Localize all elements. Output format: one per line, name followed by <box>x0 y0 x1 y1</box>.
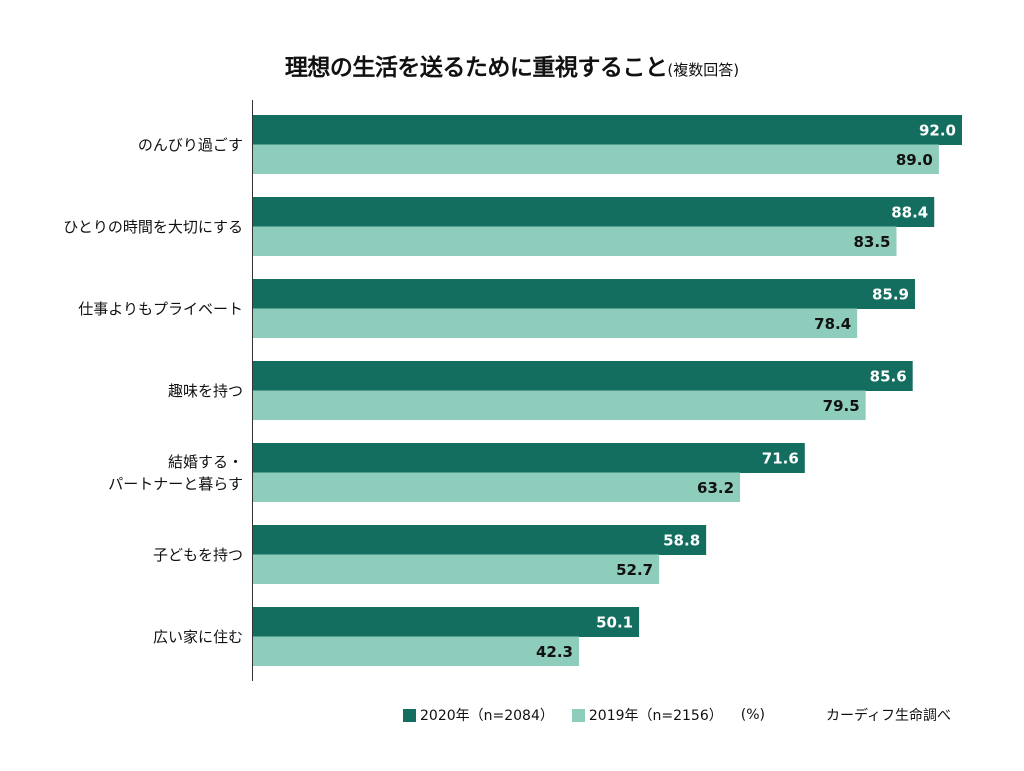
bar-2020-2 <box>253 279 915 309</box>
bar-2020-5 <box>253 525 707 555</box>
category-label-3: 趣味を持つ <box>168 382 243 400</box>
bar-chart: 92.0 89.0 のんびり過ごす 88.483.5 ひとりの時間を大切にする 85.9 7… <box>63 100 962 681</box>
value-label-2020-0: 92.0 <box>919 121 956 139</box>
category-label-4: 結婚する・パートナーと暮らす <box>108 453 243 493</box>
category-label-2: 仕事よりもプライベート <box>78 300 243 318</box>
bar-2020-6 <box>253 607 640 637</box>
category-label-1: ひとりの時間を大切にする <box>63 218 243 236</box>
bar-2019-1 <box>253 226 897 256</box>
value-label-2019-6: 42.3 <box>536 643 573 661</box>
source-note: カーディフ生命調べ <box>826 708 952 724</box>
legend-item-2019: 2019年（n=2156） <box>571 705 723 725</box>
bar-2019-6 <box>253 636 579 666</box>
bar-2019-5 <box>253 554 660 584</box>
bar-2020-1 <box>253 197 935 227</box>
bar-2019-3 <box>253 390 866 420</box>
bar-2019-0 <box>253 144 939 174</box>
value-label-2020-1: 88.4 <box>891 203 928 221</box>
value-label-2019-1: 83.5 <box>853 233 890 251</box>
legend: 2020年（n=2084） 2019年（n=2156） (%) <box>403 705 765 725</box>
category-label-0: のんびり過ごす <box>138 136 243 154</box>
bar-2020-3 <box>253 361 913 391</box>
value-label-2019-5: 52.7 <box>616 561 653 579</box>
value-label-2019-3: 79.5 <box>823 397 860 415</box>
value-label-2020-4: 71.6 <box>762 449 799 467</box>
value-label-2020-3: 85.6 <box>870 367 907 385</box>
legend-swatch-2020 <box>403 708 416 722</box>
legend-item-2020: 2020年（n=2084） <box>403 705 554 725</box>
chart-title-block: 理想の生活を送るために重視すること(複数回答) <box>0 48 1024 82</box>
value-label-2020-6: 50.1 <box>596 613 633 631</box>
unit-label: (%) <box>740 707 765 723</box>
bar-2020-4 <box>253 443 805 473</box>
legend-swatch-2019 <box>571 708 585 722</box>
category-label-5: 子どもを持つ <box>153 546 243 564</box>
legend-label-2019: 2019年（n=2156） <box>588 708 723 724</box>
value-label-2019-0: 89.0 <box>896 151 933 169</box>
value-label-2020-2: 85.9 <box>872 285 909 303</box>
bar-2019-2 <box>253 308 858 338</box>
value-label-2020-5: 58.8 <box>663 531 700 549</box>
chart-title: 理想の生活を送るために重視すること <box>284 55 668 81</box>
chart-subtitle: (複数回答) <box>667 61 740 79</box>
bar-2019-4 <box>253 472 741 502</box>
legend-label-2020: 2020年（n=2084） <box>420 708 554 724</box>
value-label-2019-2: 78.4 <box>814 315 851 333</box>
bar-2020-0 <box>253 115 962 145</box>
value-label-2019-4: 63.2 <box>697 479 734 497</box>
category-label-6: 広い家に住む <box>153 628 243 646</box>
